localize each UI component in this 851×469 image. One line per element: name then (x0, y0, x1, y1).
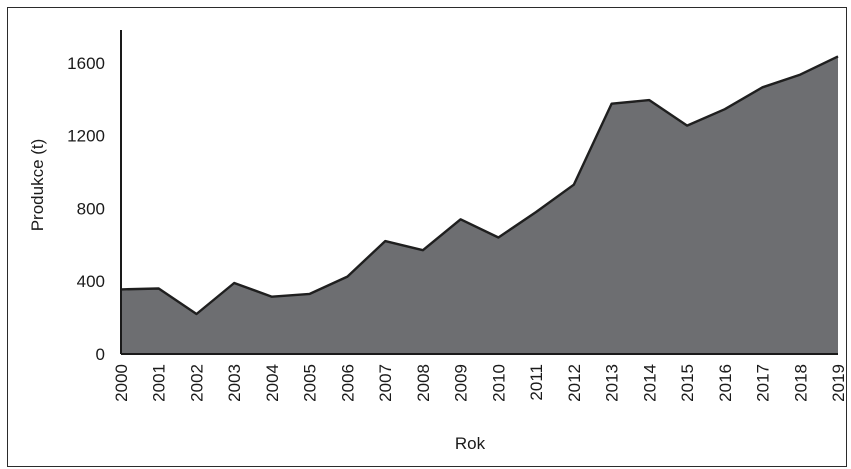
x-tick-label: 2008 (414, 364, 433, 402)
area-series-line (120, 55, 839, 316)
x-tick-label: 2006 (338, 364, 357, 402)
y-tick-label: 400 (77, 272, 105, 291)
x-tick-label: 2013 (603, 364, 622, 402)
x-tick-label: 2019 (829, 364, 848, 402)
x-tick-label: 2010 (489, 364, 508, 402)
x-tick-label: 2004 (263, 364, 282, 402)
x-tick-label: 2015 (678, 364, 697, 402)
area-fill (121, 56, 838, 355)
x-tick-label: 2016 (716, 364, 735, 402)
x-tick-label: 2005 (301, 364, 320, 402)
x-tick-label: 2017 (754, 364, 773, 402)
x-tick-label: 2003 (225, 364, 244, 402)
y-tick-label: 800 (77, 199, 105, 218)
x-tick-label: 2011 (527, 364, 546, 401)
x-tick-label: 2007 (376, 364, 395, 402)
x-tick-label: 2009 (452, 364, 471, 402)
x-tick-label: 2012 (565, 364, 584, 402)
x-tick-label: 2018 (791, 364, 810, 402)
y-tick-label: 1600 (67, 54, 105, 73)
x-axis-title: Rok (455, 434, 486, 453)
y-tick-label: 1200 (67, 127, 105, 146)
y-tick-label: 0 (96, 345, 105, 364)
y-axis-title: Produkce (t) (28, 139, 47, 232)
x-tick-label: 2001 (150, 364, 169, 402)
x-tick-label: 2002 (187, 364, 206, 402)
x-tick-label: 2000 (112, 364, 131, 402)
x-tick-label: 2014 (640, 364, 659, 402)
